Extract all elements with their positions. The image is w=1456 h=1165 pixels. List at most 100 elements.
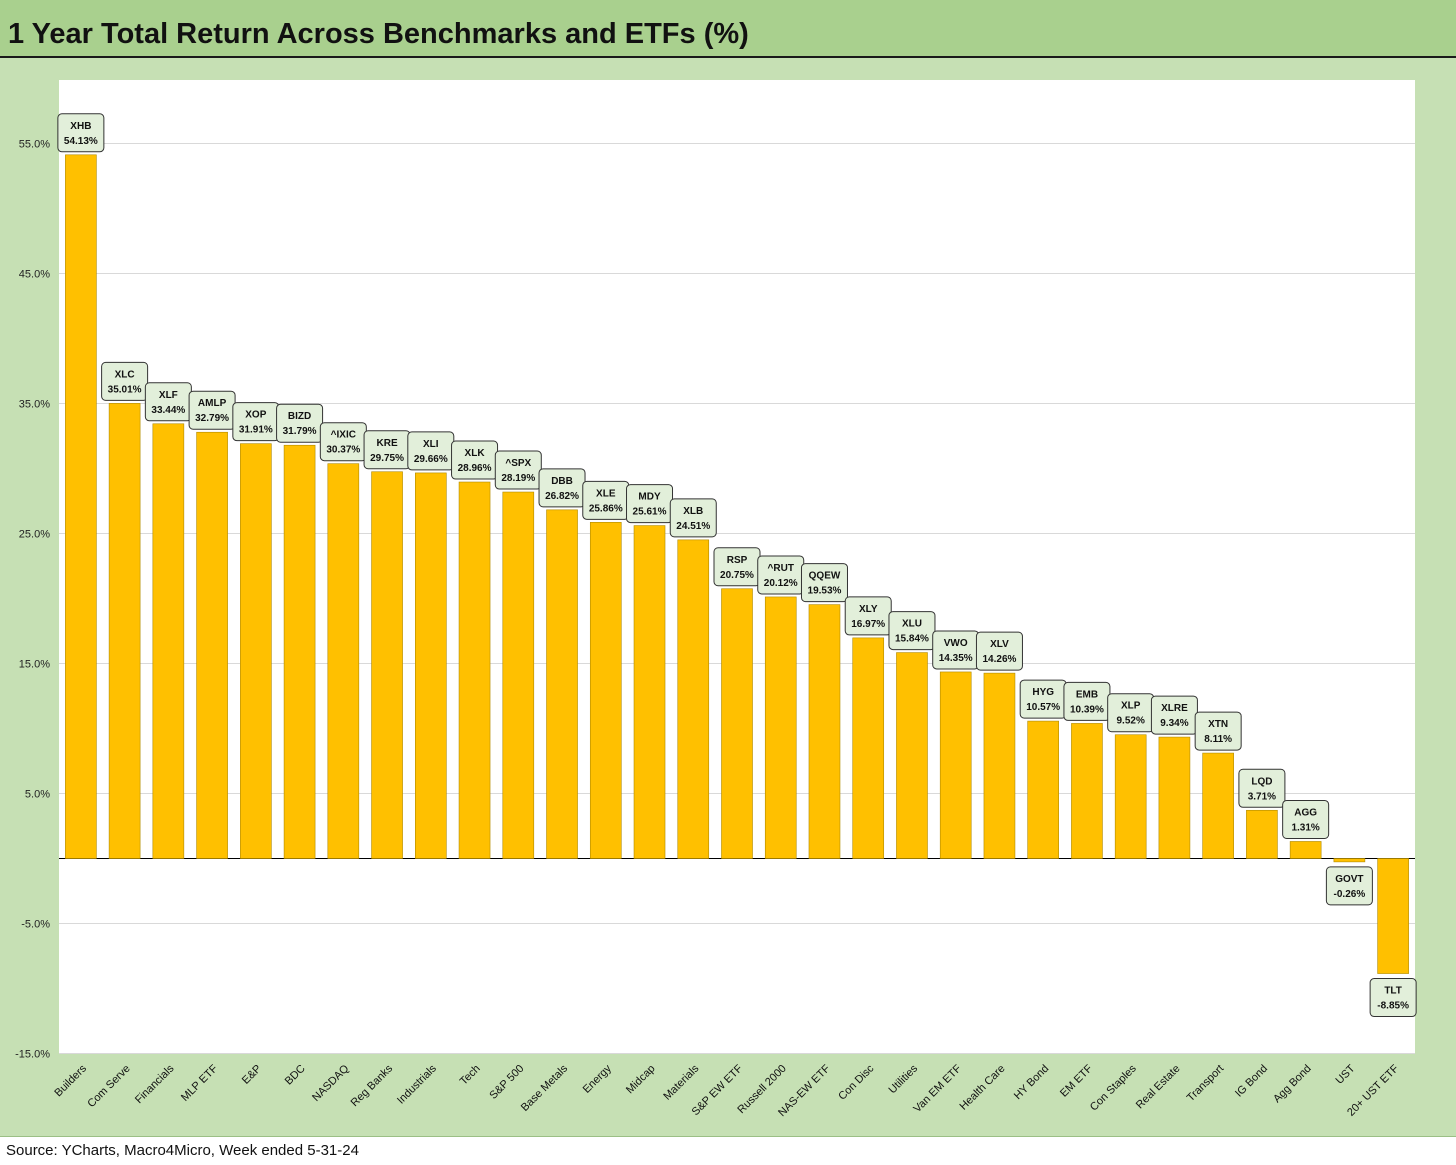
data-label-value: 19.53% <box>808 586 842 597</box>
y-tick-label: -5.0% <box>21 919 50 931</box>
data-label-value: 14.26% <box>982 654 1016 665</box>
data-label: XOP 31.91% <box>232 402 280 442</box>
x-tick-label: Base Metals <box>519 1062 571 1114</box>
bar <box>502 491 535 859</box>
bar <box>546 509 578 859</box>
data-label-ticker: MDY <box>638 492 661 503</box>
data-label-value: 20.75% <box>720 570 754 581</box>
data-label-ticker: XOP <box>245 410 266 421</box>
x-tick-label: Industrials <box>395 1062 439 1106</box>
data-label-ticker: XLP <box>1121 701 1141 712</box>
x-tick-label: IG Bond <box>1233 1063 1270 1100</box>
data-label-ticker: AMLP <box>198 398 227 409</box>
bar <box>327 463 360 859</box>
data-label: HYG 10.57% <box>1019 679 1067 719</box>
x-tick-label: UST <box>1333 1062 1357 1086</box>
data-label-box <box>1325 866 1373 906</box>
bar <box>677 539 710 859</box>
y-tick-label: 35.0% <box>19 399 50 411</box>
data-label-box <box>1369 978 1417 1018</box>
data-label-box <box>1238 768 1286 808</box>
data-label-box <box>1194 711 1242 751</box>
data-label-ticker: BIZD <box>288 411 311 422</box>
data-label-value: 33.44% <box>151 405 185 416</box>
data-label-ticker: EMB <box>1076 689 1098 700</box>
x-tick-label: Reg Banks <box>349 1062 396 1109</box>
data-label: GOVT -0.26% <box>1325 866 1373 906</box>
data-label-ticker: ^RUT <box>768 563 794 574</box>
data-label-value: 35.01% <box>108 384 142 395</box>
x-tick-label: Tech <box>458 1063 483 1088</box>
data-label: XLY 16.97% <box>844 596 892 636</box>
data-label-value: 29.75% <box>370 453 404 464</box>
bar <box>589 522 622 859</box>
bar <box>1158 736 1191 859</box>
data-label-value: 14.35% <box>939 653 973 664</box>
data-label: EMB 10.39% <box>1063 681 1111 721</box>
title-bar: 1 Year Total Return Across Benchmarks an… <box>0 0 1456 58</box>
data-label: DBB 26.82% <box>538 468 586 508</box>
bar <box>65 154 97 859</box>
data-label-value: 10.57% <box>1026 702 1060 713</box>
x-tick-label: Con Disc <box>836 1062 876 1102</box>
bar <box>1071 723 1103 859</box>
data-label: XLU 15.84% <box>888 611 936 651</box>
data-label-box <box>101 361 149 401</box>
x-tick-label: HY Bond <box>1012 1063 1051 1102</box>
x-tick-label: Agg Bond <box>1271 1063 1314 1106</box>
data-label-value: 16.97% <box>851 619 885 630</box>
y-tick-label: 55.0% <box>19 139 50 151</box>
data-label-ticker: XLC <box>115 369 135 380</box>
data-label-box <box>800 563 848 603</box>
data-label-box <box>888 611 936 651</box>
data-label-ticker: XTN <box>1208 719 1228 730</box>
data-label-value: 29.66% <box>414 454 448 465</box>
data-label-ticker: XLRE <box>1161 703 1188 714</box>
data-label-ticker: XLV <box>990 639 1009 650</box>
x-tick-label: Con Staples <box>1088 1062 1139 1113</box>
bar <box>108 403 141 859</box>
x-tick-label: E&P <box>240 1063 264 1087</box>
y-tick-label: -15.0% <box>15 1049 50 1061</box>
data-label-value: 54.13% <box>64 136 98 147</box>
data-label-ticker: XLU <box>902 619 922 630</box>
bar <box>283 444 316 859</box>
data-label: XLK 28.96% <box>451 440 499 480</box>
data-label: LQD 3.71% <box>1238 768 1286 808</box>
data-label-ticker: GOVT <box>1335 874 1363 885</box>
data-label-ticker: XLF <box>159 390 178 401</box>
data-label-ticker: ^IXIC <box>331 430 356 441</box>
data-label-ticker: XLI <box>423 439 439 450</box>
bar <box>764 596 797 859</box>
bar <box>808 604 841 859</box>
bar <box>1202 752 1234 859</box>
x-tick-label: Energy <box>581 1062 614 1095</box>
data-label: XHB 54.13% <box>57 113 105 153</box>
x-tick-label: BDC <box>283 1063 308 1088</box>
x-tick-label: Com Serve <box>85 1063 132 1110</box>
x-tick-label: Builders <box>52 1062 89 1099</box>
data-label: XLB 24.51% <box>669 498 717 538</box>
data-label: XLI 29.66% <box>407 431 455 471</box>
data-label-value: 15.84% <box>895 634 929 645</box>
data-label: KRE 29.75% <box>363 430 411 470</box>
data-label-ticker: XLB <box>683 506 703 517</box>
x-tick-label: Transport <box>1185 1063 1226 1104</box>
data-label-ticker: XLK <box>465 448 486 459</box>
bar <box>458 481 491 859</box>
data-label-value: 24.51% <box>676 521 710 532</box>
bar <box>1246 809 1278 859</box>
bar <box>1333 858 1366 863</box>
bar <box>721 588 753 859</box>
data-label: AGG 1.31% <box>1282 799 1330 839</box>
x-tick-label: Materials <box>661 1062 701 1102</box>
data-label-value: 25.61% <box>633 507 667 518</box>
bar <box>896 652 928 859</box>
y-tick-label: 5.0% <box>25 789 50 801</box>
data-label-value: 25.86% <box>589 503 623 514</box>
bar <box>983 672 1016 859</box>
y-axis-ticks: 55.0% 45.0% 35.0% 25.0% 15.0% 5.0% -5.0% -15.0% <box>15 139 50 1061</box>
data-label-value: 10.39% <box>1070 704 1104 715</box>
data-label: TLT -8.85% <box>1369 978 1417 1018</box>
